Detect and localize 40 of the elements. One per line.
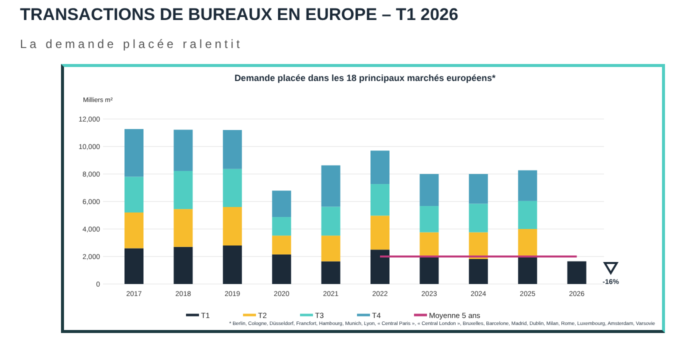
bar	[518, 256, 538, 284]
bar	[468, 258, 488, 284]
bar	[420, 257, 439, 284]
bar	[174, 170, 193, 210]
bar	[468, 232, 488, 259]
bar	[420, 232, 439, 258]
bar	[272, 254, 292, 284]
bar	[518, 200, 538, 229]
bar	[321, 236, 340, 262]
bar	[468, 174, 488, 204]
bar	[518, 229, 538, 256]
bar	[420, 174, 439, 206]
bar	[124, 212, 144, 248]
bar	[174, 130, 193, 171]
bar	[420, 206, 439, 232]
bar	[222, 246, 242, 284]
bar	[370, 150, 390, 184]
bar	[222, 130, 242, 169]
bar	[174, 209, 193, 247]
bar	[272, 236, 292, 254]
bar	[370, 250, 390, 284]
bar	[124, 248, 144, 284]
chart-title: TRANSACTIONS DE BUREAUX EN EUROPE – T1 2026	[20, 5, 458, 24]
bar	[124, 129, 144, 177]
text: Demande placée dans les 18 principaux marchés européens*	[234, 73, 496, 83]
bar	[518, 170, 538, 201]
bar	[174, 246, 193, 284]
bar	[567, 261, 586, 284]
bar	[321, 261, 340, 284]
bar	[222, 168, 242, 207]
bar	[272, 190, 292, 218]
bar	[124, 176, 144, 212]
bar	[272, 217, 292, 236]
bar	[321, 206, 340, 236]
bar	[321, 165, 340, 207]
bar	[370, 184, 390, 216]
bar	[370, 216, 390, 250]
chart-subtitle: La demande placée ralentit	[20, 37, 243, 51]
bar	[468, 204, 488, 232]
bar	[222, 207, 242, 246]
